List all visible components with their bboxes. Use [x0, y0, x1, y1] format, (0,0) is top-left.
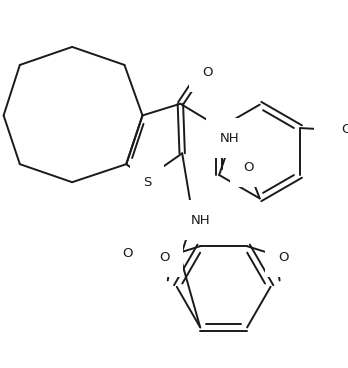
Text: NH: NH	[219, 131, 239, 145]
Text: NH: NH	[190, 213, 210, 227]
Text: O: O	[122, 247, 133, 260]
Text: O: O	[159, 251, 169, 263]
Text: S: S	[143, 176, 151, 189]
Text: Cl: Cl	[341, 123, 348, 137]
Text: O: O	[243, 161, 253, 174]
Text: O: O	[202, 66, 213, 79]
Text: O: O	[278, 251, 288, 263]
